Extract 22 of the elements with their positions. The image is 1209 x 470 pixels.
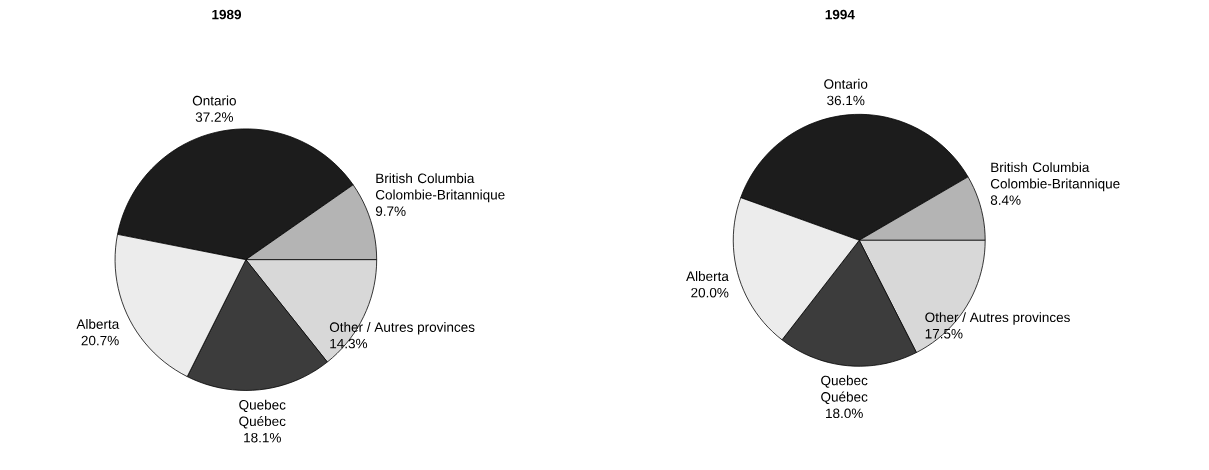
slice-label: Ontario [192, 95, 236, 106]
data-label: 14.3% [330, 338, 368, 349]
slice-label: Alberta [686, 271, 729, 282]
slice-label: Other / Autres provinces [329, 322, 475, 335]
data-label: 8.4% [990, 195, 1021, 205]
slice-label: British Columbia Colombie-Britannique [375, 173, 505, 203]
slice-label: Quebec Québec [239, 399, 286, 429]
slice-label: British Columbia Colombie-Britannique [990, 162, 1120, 192]
slice-label: Alberta [76, 319, 120, 329]
slice-label: Ontario [824, 78, 868, 89]
slice-label: Other / Autres provinces [925, 312, 1070, 325]
chart-title: 1994 [825, 9, 855, 20]
data-label: 36.1% [827, 95, 865, 106]
data-label: 20.7% [81, 335, 119, 346]
data-label: 18.0% [826, 408, 863, 419]
data-label: 20.0% [691, 287, 729, 298]
chart-title: 1989 [212, 9, 242, 20]
data-label: 18.1% [244, 432, 281, 443]
data-label: 37.2% [195, 112, 234, 122]
data-label: 9.7% [375, 206, 406, 216]
slice-label: Quebec Québec [821, 375, 868, 405]
data-label: 17.5% [925, 329, 963, 339]
